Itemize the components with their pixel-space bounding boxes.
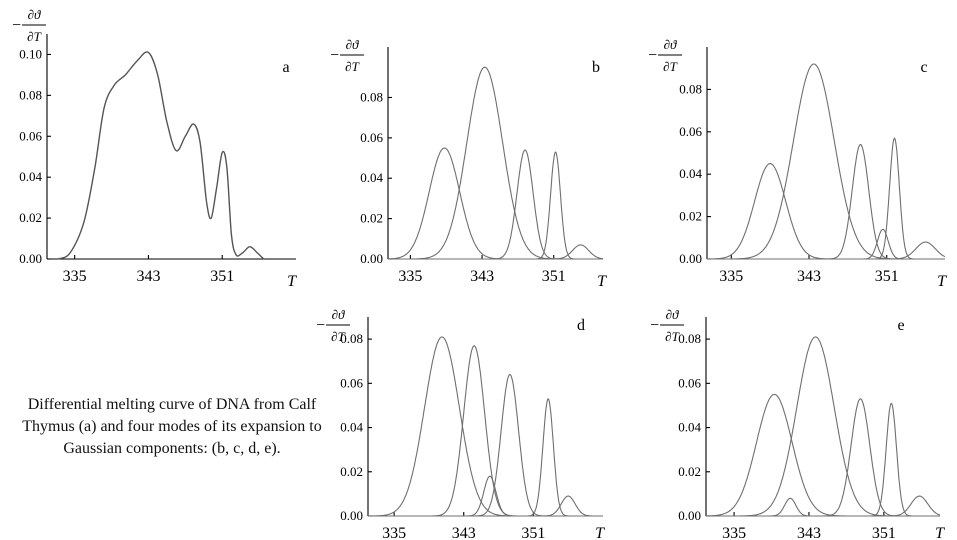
- chart-panel-c: 0.00 0.02 0.04 0.06 0.08 335 343 351 T −∂ϑ ∂T c: [647, 37, 947, 290]
- y-tick-label: 0.04: [360, 170, 383, 185]
- gaussian-component-5: [388, 244, 604, 260]
- x-tick-label: 335: [63, 268, 87, 285]
- svg-text:∂T: ∂T: [665, 329, 679, 344]
- gaussian-component-2: [368, 345, 603, 517]
- x-tick-label: 343: [797, 525, 821, 540]
- y-axis-label: −∂ϑ ∂T: [649, 307, 684, 344]
- x-tick-label: 343: [797, 268, 821, 285]
- y-tick-label: 0.06: [360, 130, 383, 145]
- gaussian-component-5: [707, 137, 945, 260]
- svg-text:∂ϑ: ∂ϑ: [666, 307, 679, 322]
- gaussian-component-6: [368, 495, 603, 517]
- y-tick-label: 0.02: [360, 211, 383, 226]
- gaussian-component-2: [388, 66, 603, 260]
- gaussian-component-1: [707, 163, 945, 260]
- svg-text:∂T: ∂T: [331, 329, 345, 344]
- svg-text:−: −: [315, 317, 326, 334]
- gaussian-component-3: [707, 144, 945, 260]
- y-tick-label: 0.06: [679, 124, 702, 139]
- chart-panel-b: 0.00 0.02 0.04 0.06 0.08 335 343 351 T −∂ϑ ∂T b: [329, 37, 607, 290]
- y-tick-label: 0.08: [360, 89, 383, 104]
- svg-text:∂ϑ: ∂ϑ: [28, 7, 41, 22]
- y-tick-label: 0.02: [679, 209, 702, 224]
- chart-panel-d: 0.00 0.02 0.04 0.06 0.08 335 343 351 T −∂ϑ ∂T d: [315, 307, 605, 540]
- figure-caption: Differential melting curve of DNA from C…: [22, 396, 322, 457]
- y-tick-label: 0.02: [19, 210, 42, 225]
- svg-text:∂T: ∂T: [663, 59, 677, 74]
- gaussian-component-3: [388, 149, 603, 260]
- gaussian-component-6: [706, 495, 941, 517]
- svg-text:∂ϑ: ∂ϑ: [332, 307, 345, 322]
- gaussian-component-5: [706, 402, 940, 517]
- y-tick-label: 0.00: [360, 251, 383, 266]
- y-tick-label: 0.02: [340, 464, 363, 479]
- panel-letter: a: [282, 59, 289, 76]
- gaussian-component-3: [706, 336, 940, 517]
- y-axis-label: −∂ϑ ∂T: [11, 7, 46, 44]
- panel-letter: b: [592, 59, 600, 76]
- y-axis-label: −∂ϑ ∂T: [647, 37, 682, 74]
- y-tick-label: 0.06: [678, 375, 701, 390]
- gaussian-component-4: [368, 373, 603, 517]
- x-tick-label: 351: [872, 525, 896, 540]
- y-tick-label: 0.08: [679, 81, 702, 96]
- chart-panel-e: 0.00 0.02 0.04 0.06 0.08 335 343 351 T −∂ϑ ∂T e: [649, 307, 945, 540]
- gaussian-component-2: [707, 63, 945, 260]
- y-tick-label: 0.08: [678, 331, 701, 346]
- y-tick-label: 0.10: [19, 46, 42, 61]
- x-tick-label: 351: [210, 268, 234, 285]
- y-tick-label: 0.08: [19, 87, 42, 102]
- y-tick-label: 0.04: [679, 166, 702, 181]
- panel-letter: d: [577, 317, 585, 334]
- x-axis-label: T: [937, 273, 947, 290]
- y-tick-label: 0.06: [340, 375, 363, 390]
- y-tick-label: 0.00: [340, 508, 363, 523]
- x-axis-label: T: [287, 273, 297, 290]
- x-axis-label: T: [597, 273, 607, 290]
- x-tick-label: 351: [542, 268, 566, 285]
- gaussian-component-4: [388, 151, 603, 260]
- svg-text:∂T: ∂T: [27, 29, 41, 44]
- y-tick-label: 0.04: [678, 420, 701, 435]
- x-axis-label: T: [935, 525, 945, 540]
- svg-text:∂ϑ: ∂ϑ: [346, 37, 359, 52]
- y-tick-label: 0.04: [340, 420, 363, 435]
- y-tick-label: 0.04: [19, 169, 42, 184]
- y-tick-label: 0.00: [678, 508, 701, 523]
- x-tick-label: 343: [452, 525, 476, 540]
- svg-text:∂T: ∂T: [345, 59, 359, 74]
- x-tick-label: 351: [521, 525, 545, 540]
- svg-text:−: −: [11, 17, 22, 34]
- chart-panel-a: 0.00 0.02 0.04 0.06 0.08 0.10 335 343 351 T −∂ϑ ∂T a: [11, 7, 297, 290]
- gaussian-component-6: [707, 241, 946, 260]
- panel-letter: c: [920, 59, 927, 76]
- x-tick-label: 343: [136, 268, 160, 285]
- svg-text:−: −: [649, 317, 660, 334]
- x-tick-label: 335: [722, 525, 746, 540]
- y-tick-label: 0.02: [678, 464, 701, 479]
- svg-text:−: −: [647, 47, 658, 64]
- melting-curve: [57, 51, 265, 260]
- x-tick-label: 343: [470, 268, 494, 285]
- x-axis-label: T: [595, 525, 605, 540]
- y-axis-label: −∂ϑ ∂T: [329, 37, 364, 74]
- gaussian-component-1: [706, 393, 940, 517]
- x-tick-label: 335: [719, 268, 743, 285]
- y-tick-label: 0.08: [340, 331, 363, 346]
- x-tick-label: 335: [382, 525, 406, 540]
- gaussian-component-1: [388, 147, 603, 260]
- x-tick-label: 351: [875, 268, 899, 285]
- y-tick-label: 0.00: [19, 251, 42, 266]
- x-tick-label: 335: [398, 268, 422, 285]
- y-tick-label: 0.00: [679, 251, 702, 266]
- gaussian-component-4: [706, 398, 940, 517]
- y-axis-label: −∂ϑ ∂T: [315, 307, 350, 344]
- svg-text:−: −: [329, 47, 340, 64]
- panel-letter: e: [897, 317, 904, 334]
- y-tick-label: 0.06: [19, 128, 42, 143]
- svg-text:∂ϑ: ∂ϑ: [664, 37, 677, 52]
